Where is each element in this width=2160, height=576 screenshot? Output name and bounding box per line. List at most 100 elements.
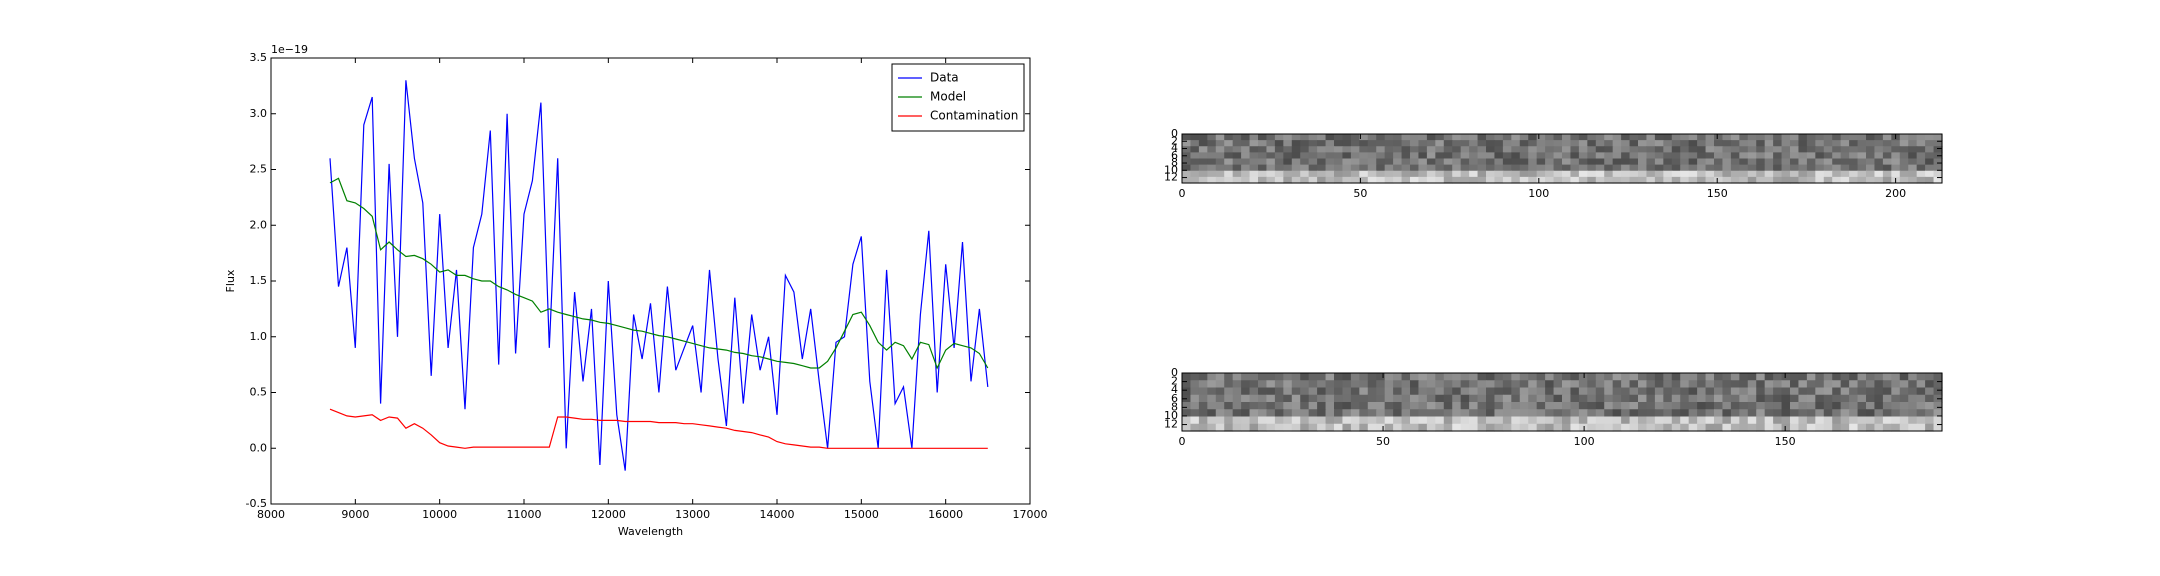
image-pixel bbox=[1680, 373, 1690, 381]
image-pixel bbox=[1494, 170, 1504, 178]
image-pixel bbox=[1697, 170, 1707, 178]
image-pixel bbox=[1308, 176, 1318, 184]
image-pixel bbox=[1266, 152, 1276, 160]
image-pixel bbox=[1908, 140, 1918, 147]
image-pixel bbox=[1595, 176, 1605, 184]
image-pixel bbox=[1857, 140, 1867, 147]
image-pixel bbox=[1697, 409, 1707, 418]
image-pixel bbox=[1798, 176, 1808, 184]
image-pixel bbox=[1477, 146, 1487, 153]
image-pixel bbox=[1190, 140, 1200, 147]
image-pixel bbox=[1342, 416, 1352, 425]
image-pixel bbox=[1308, 387, 1318, 396]
image-pixel bbox=[1207, 134, 1217, 141]
image-pixel bbox=[1747, 416, 1757, 425]
image-pixel bbox=[1350, 373, 1360, 381]
image-pixel bbox=[1688, 423, 1698, 432]
image-pixel bbox=[1469, 394, 1479, 403]
image-pixel bbox=[1511, 176, 1521, 184]
image-pixel bbox=[1190, 158, 1200, 166]
image-pixel bbox=[1435, 170, 1445, 178]
image-pixel bbox=[1587, 402, 1597, 410]
image-pixel bbox=[1469, 387, 1479, 396]
image-pixel bbox=[1764, 409, 1774, 418]
image-pixel bbox=[1612, 170, 1622, 178]
image-pixel bbox=[1874, 409, 1884, 418]
image-pixel bbox=[1410, 409, 1420, 418]
image-pixel bbox=[1663, 158, 1673, 166]
image-pixel bbox=[1224, 394, 1234, 403]
image-pixel bbox=[1274, 394, 1284, 403]
image-pixel bbox=[1308, 380, 1318, 389]
image-pixel bbox=[1815, 140, 1825, 147]
image-pixel bbox=[1874, 170, 1884, 178]
x-tick-label: 100 bbox=[1574, 435, 1595, 448]
image-pixel bbox=[1553, 373, 1563, 381]
image-pixel bbox=[1190, 170, 1200, 178]
data-line bbox=[329, 408, 988, 449]
image-pixel bbox=[1815, 164, 1825, 172]
image-pixel bbox=[1680, 134, 1690, 141]
image-pixel bbox=[1866, 140, 1876, 147]
image-pixel bbox=[1350, 380, 1360, 389]
image-pixel bbox=[1384, 170, 1394, 178]
image-pixel bbox=[1359, 134, 1369, 141]
image-pixel bbox=[1638, 380, 1648, 389]
image-pixel bbox=[1410, 164, 1420, 172]
image-pixel bbox=[1874, 394, 1884, 403]
image-pixel bbox=[1866, 176, 1876, 184]
image-pixel bbox=[1232, 170, 1242, 178]
image-pixel bbox=[1916, 402, 1926, 410]
image-pixel bbox=[1739, 146, 1749, 153]
image-pixel bbox=[1477, 164, 1487, 172]
image-pixel bbox=[1756, 409, 1766, 418]
image-pixel bbox=[1401, 387, 1411, 396]
image-pixel bbox=[1680, 158, 1690, 166]
image-pixel bbox=[1291, 170, 1301, 178]
image-pixel bbox=[1207, 170, 1217, 178]
image-pixel bbox=[1739, 134, 1749, 141]
image-pixel bbox=[1705, 409, 1715, 418]
image-pixel bbox=[1578, 387, 1588, 396]
image-pixel bbox=[1756, 402, 1766, 410]
x-tick-label: 11000 bbox=[507, 508, 542, 521]
image-pixel bbox=[1562, 416, 1572, 425]
image-pixel bbox=[1241, 416, 1251, 425]
image-pixel bbox=[1604, 387, 1614, 396]
image-pixel bbox=[1443, 164, 1453, 172]
image-pixel bbox=[1587, 380, 1597, 389]
image-pixel bbox=[1891, 423, 1901, 432]
image-pixel bbox=[1291, 373, 1301, 381]
image-pixel bbox=[1283, 140, 1293, 147]
image-pixel bbox=[1621, 380, 1631, 389]
image-pixel bbox=[1798, 380, 1808, 389]
image-pixel bbox=[1401, 402, 1411, 410]
image-pixel bbox=[1545, 416, 1555, 425]
image-pixel bbox=[1882, 387, 1892, 396]
image-pixel bbox=[1300, 409, 1310, 418]
image-pixel bbox=[1502, 158, 1512, 166]
image-pixel bbox=[1460, 394, 1470, 403]
image-pixel bbox=[1638, 146, 1648, 153]
image-pixel bbox=[1224, 380, 1234, 389]
image-pixel bbox=[1207, 158, 1217, 166]
image-pixel bbox=[1308, 423, 1318, 432]
image-pixel bbox=[1916, 409, 1926, 418]
image-pixel bbox=[1317, 380, 1327, 389]
image-pixel bbox=[1722, 170, 1732, 178]
image-pixel bbox=[1925, 380, 1935, 389]
image-pixel bbox=[1452, 152, 1462, 160]
image-pixel bbox=[1241, 423, 1251, 432]
image-pixel bbox=[1595, 152, 1605, 160]
image-pixel bbox=[1258, 140, 1268, 147]
image-pixel bbox=[1291, 402, 1301, 410]
image-pixel bbox=[1545, 146, 1555, 153]
image-pixel bbox=[1840, 402, 1850, 410]
y-tick-label: 0.0 bbox=[250, 441, 268, 454]
image-pixel bbox=[1570, 170, 1580, 178]
image-pixel bbox=[1494, 146, 1504, 153]
image-pixel bbox=[1545, 170, 1555, 178]
image-pixel bbox=[1460, 409, 1470, 418]
image-pixel bbox=[1249, 380, 1259, 389]
